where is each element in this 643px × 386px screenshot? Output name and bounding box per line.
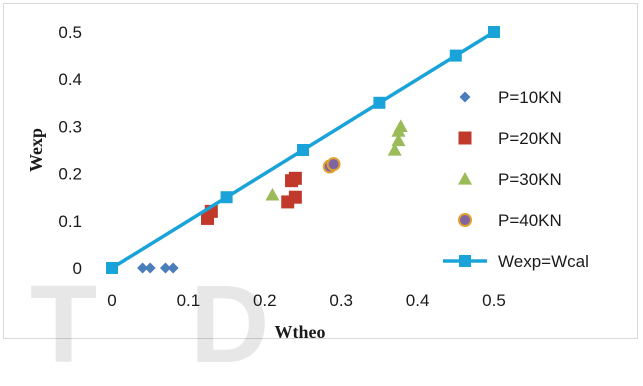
legend-marker [459,255,471,267]
y-tick-label: 0.2 [58,165,82,184]
x-tick-label: 0.2 [253,291,277,310]
y-tick-label: 0 [73,259,82,278]
data-point [144,262,156,274]
legend-label: P=30KN [498,170,562,189]
reference-line [111,30,495,270]
legend-marker [458,172,472,185]
data-point [106,262,118,274]
chart-frame [3,3,638,339]
scatter-chart: 0 0.1 0.2 0.3 0.4 0.5 0 0.1 0.2 0.3 0.4 0.5 P=10KN P… [26,23,589,342]
legend-marker [458,131,472,145]
data-point [449,49,462,62]
data-point [326,157,341,172]
y-tick-label: 0.3 [58,117,82,136]
data-point [159,262,171,274]
data-point [167,262,179,274]
x-tick-label: 0.4 [406,291,430,310]
data-point [288,171,302,185]
data-point [297,144,309,156]
data-point [288,190,302,204]
legend-label: P=10KN [498,88,562,107]
data-point [391,133,406,147]
data-point [393,119,408,132]
y-tick-label: 0.1 [58,212,82,231]
data-point [387,143,402,156]
x-axis-title: Wtheo [275,322,326,342]
y-tick-label: 0.5 [58,23,82,42]
data-point [373,96,386,109]
legend-marker [459,91,471,103]
legend-label: P=40KN [498,211,562,230]
x-tick-label: 0.3 [329,291,353,310]
data-point [265,187,280,201]
x-tick-label: 0.5 [482,291,506,310]
legend-label: P=20KN [498,129,562,148]
y-axis-title: Wexp [26,128,46,172]
x-tick-label: 0 [107,291,116,310]
y-tick-label: 0.4 [58,70,82,89]
legend-label: Wexp=Wcal [498,252,589,271]
data-point [220,191,233,204]
legend-marker [458,213,472,227]
x-tick-label: 0.1 [177,291,201,310]
data-point [137,262,149,274]
data-point [488,26,500,38]
